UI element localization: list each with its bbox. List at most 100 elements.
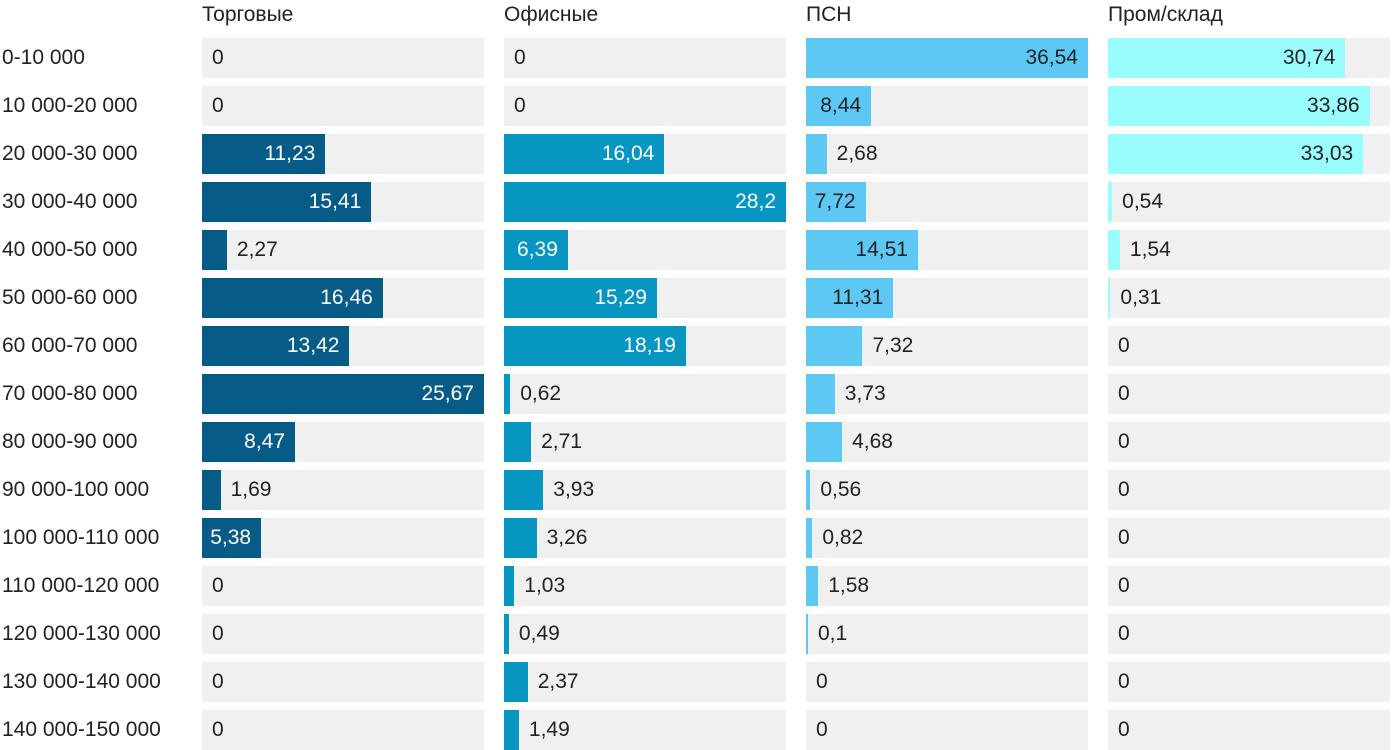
value-label: 8,47 <box>244 430 286 453</box>
bar-track: 5,38 <box>202 518 484 558</box>
bar-track: 0,49 <box>504 614 786 654</box>
bar-track: 7,72 <box>806 182 1088 222</box>
bar-track: 16,46 <box>202 278 484 318</box>
value-label: 13,42 <box>286 334 340 357</box>
value-label: 33,03 <box>1300 142 1354 165</box>
bar-track: 3,93 <box>504 470 786 510</box>
bar-track: 36,54 <box>806 38 1088 78</box>
bar-track: 33,03 <box>1108 134 1390 174</box>
value-label: 14,51 <box>855 238 908 261</box>
value-label: 30,74 <box>1282 46 1336 69</box>
bar-track: 0 <box>1108 326 1390 366</box>
value-label: 1,03 <box>524 574 566 597</box>
bar-track: 0 <box>202 38 484 78</box>
bar <box>806 134 827 174</box>
bar <box>806 374 835 414</box>
value-label: 15,29 <box>594 286 647 309</box>
bar-track: 2,68 <box>806 134 1088 174</box>
bar <box>504 230 568 270</box>
value-label: 3,26 <box>546 526 588 549</box>
bar <box>504 422 532 462</box>
bar-track: 7,32 <box>806 326 1088 366</box>
value-label: 0 <box>212 574 224 597</box>
category-label: 130 000-140 000 <box>2 670 161 693</box>
bar-track: 0 <box>1108 470 1390 510</box>
category-label: 90 000-100 000 <box>2 478 150 501</box>
bar <box>504 374 511 414</box>
value-label: 0 <box>1118 382 1130 405</box>
value-label: 0 <box>1118 334 1130 357</box>
value-label: 1,49 <box>528 718 570 741</box>
value-label: 0 <box>816 718 828 741</box>
bar <box>806 86 872 126</box>
bar <box>1108 86 1370 126</box>
bar <box>504 518 537 558</box>
series-header: Пром/склад <box>1108 3 1223 26</box>
value-label: 28,2 <box>735 190 776 213</box>
value-label: 7,32 <box>872 334 914 357</box>
value-label: 0,31 <box>1120 286 1162 309</box>
bar-track: 14,51 <box>806 230 1088 270</box>
value-label: 36,54 <box>1025 46 1078 69</box>
bar <box>1108 230 1120 270</box>
bar <box>202 326 350 366</box>
value-label: 0,1 <box>818 622 848 645</box>
bar <box>806 230 918 270</box>
bar-track: 2,71 <box>504 422 786 462</box>
category-label: 70 000-80 000 <box>2 382 138 405</box>
value-label: 3,93 <box>553 478 595 501</box>
series-header: Офисные <box>504 3 599 26</box>
value-label: 0 <box>816 670 828 693</box>
bar-track: 0,82 <box>806 518 1088 558</box>
value-label: 5,38 <box>210 526 252 549</box>
bar-track: 4,68 <box>806 422 1088 462</box>
bar-track: 0 <box>202 710 484 750</box>
value-label: 0,56 <box>820 478 862 501</box>
bar <box>806 422 843 462</box>
value-label: 2,68 <box>836 142 878 165</box>
bar-track: 28,2 <box>504 182 786 222</box>
bar <box>202 422 296 462</box>
bar-track: 16,04 <box>504 134 786 174</box>
category-label: 60 000-70 000 <box>2 334 138 357</box>
bar-track: 0 <box>1108 662 1390 702</box>
bar-track: 0 <box>504 38 786 78</box>
bar-track: 15,29 <box>504 278 786 318</box>
bar <box>504 710 519 750</box>
value-label: 2,71 <box>541 430 582 453</box>
bar <box>202 230 227 270</box>
value-label: 11,23 <box>264 142 316 165</box>
bar <box>1108 278 1111 318</box>
bar-track: 8,47 <box>202 422 484 462</box>
bar-track: 0 <box>1108 422 1390 462</box>
bar-track: 0,62 <box>504 374 786 414</box>
value-label: 18,19 <box>623 334 676 357</box>
bar <box>202 278 383 318</box>
value-label: 0,62 <box>520 382 562 405</box>
value-label: 0 <box>212 46 224 69</box>
value-label: 2,27 <box>236 238 278 261</box>
bar <box>202 374 484 414</box>
value-label: 6,39 <box>517 238 558 261</box>
bar <box>202 470 221 510</box>
bar <box>504 326 686 366</box>
value-label: 0 <box>212 670 224 693</box>
bar-track: 2,27 <box>202 230 484 270</box>
bar-track: 0 <box>1108 566 1390 606</box>
bar-track: 1,58 <box>806 566 1088 606</box>
bar <box>1108 38 1346 78</box>
value-label: 16,46 <box>320 286 373 309</box>
bar <box>806 182 866 222</box>
bar <box>202 518 262 558</box>
value-label: 25,67 <box>421 382 474 405</box>
bar <box>504 662 528 702</box>
series-header: Торговые <box>202 3 294 26</box>
bar-track: 0 <box>202 662 484 702</box>
value-label: 0 <box>514 94 526 117</box>
value-label: 16,04 <box>601 142 655 165</box>
category-label: 40 000-50 000 <box>2 238 138 261</box>
category-label: 140 000-150 000 <box>2 718 161 741</box>
bar-track: 13,42 <box>202 326 484 366</box>
value-label: 8,44 <box>820 94 862 117</box>
bar <box>806 470 811 510</box>
